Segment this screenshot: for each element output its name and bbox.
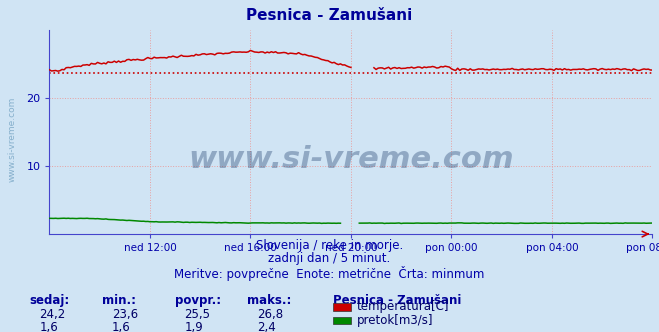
Text: 25,5: 25,5 — [185, 308, 210, 321]
Text: Meritve: povprečne  Enote: metrične  Črta: minmum: Meritve: povprečne Enote: metrične Črta:… — [175, 266, 484, 281]
Text: zadnji dan / 5 minut.: zadnji dan / 5 minut. — [268, 252, 391, 265]
Text: temperatura[C]: temperatura[C] — [357, 300, 449, 313]
Text: 1,9: 1,9 — [185, 321, 203, 332]
Text: 1,6: 1,6 — [112, 321, 130, 332]
Text: 24,2: 24,2 — [40, 308, 66, 321]
Text: 23,6: 23,6 — [112, 308, 138, 321]
Text: maks.:: maks.: — [247, 294, 291, 307]
Text: Slovenija / reke in morje.: Slovenija / reke in morje. — [256, 239, 403, 252]
Text: min.:: min.: — [102, 294, 136, 307]
Text: pretok[m3/s]: pretok[m3/s] — [357, 313, 433, 327]
Text: 1,6: 1,6 — [40, 321, 58, 332]
Text: www.si-vreme.com: www.si-vreme.com — [188, 145, 514, 174]
Text: www.si-vreme.com: www.si-vreme.com — [8, 97, 17, 182]
Text: 2,4: 2,4 — [257, 321, 275, 332]
Text: 26,8: 26,8 — [257, 308, 283, 321]
Text: Pesnica - Zamušani: Pesnica - Zamušani — [333, 294, 461, 307]
Text: povpr.:: povpr.: — [175, 294, 221, 307]
Text: Pesnica - Zamušani: Pesnica - Zamušani — [246, 8, 413, 23]
Text: sedaj:: sedaj: — [30, 294, 70, 307]
